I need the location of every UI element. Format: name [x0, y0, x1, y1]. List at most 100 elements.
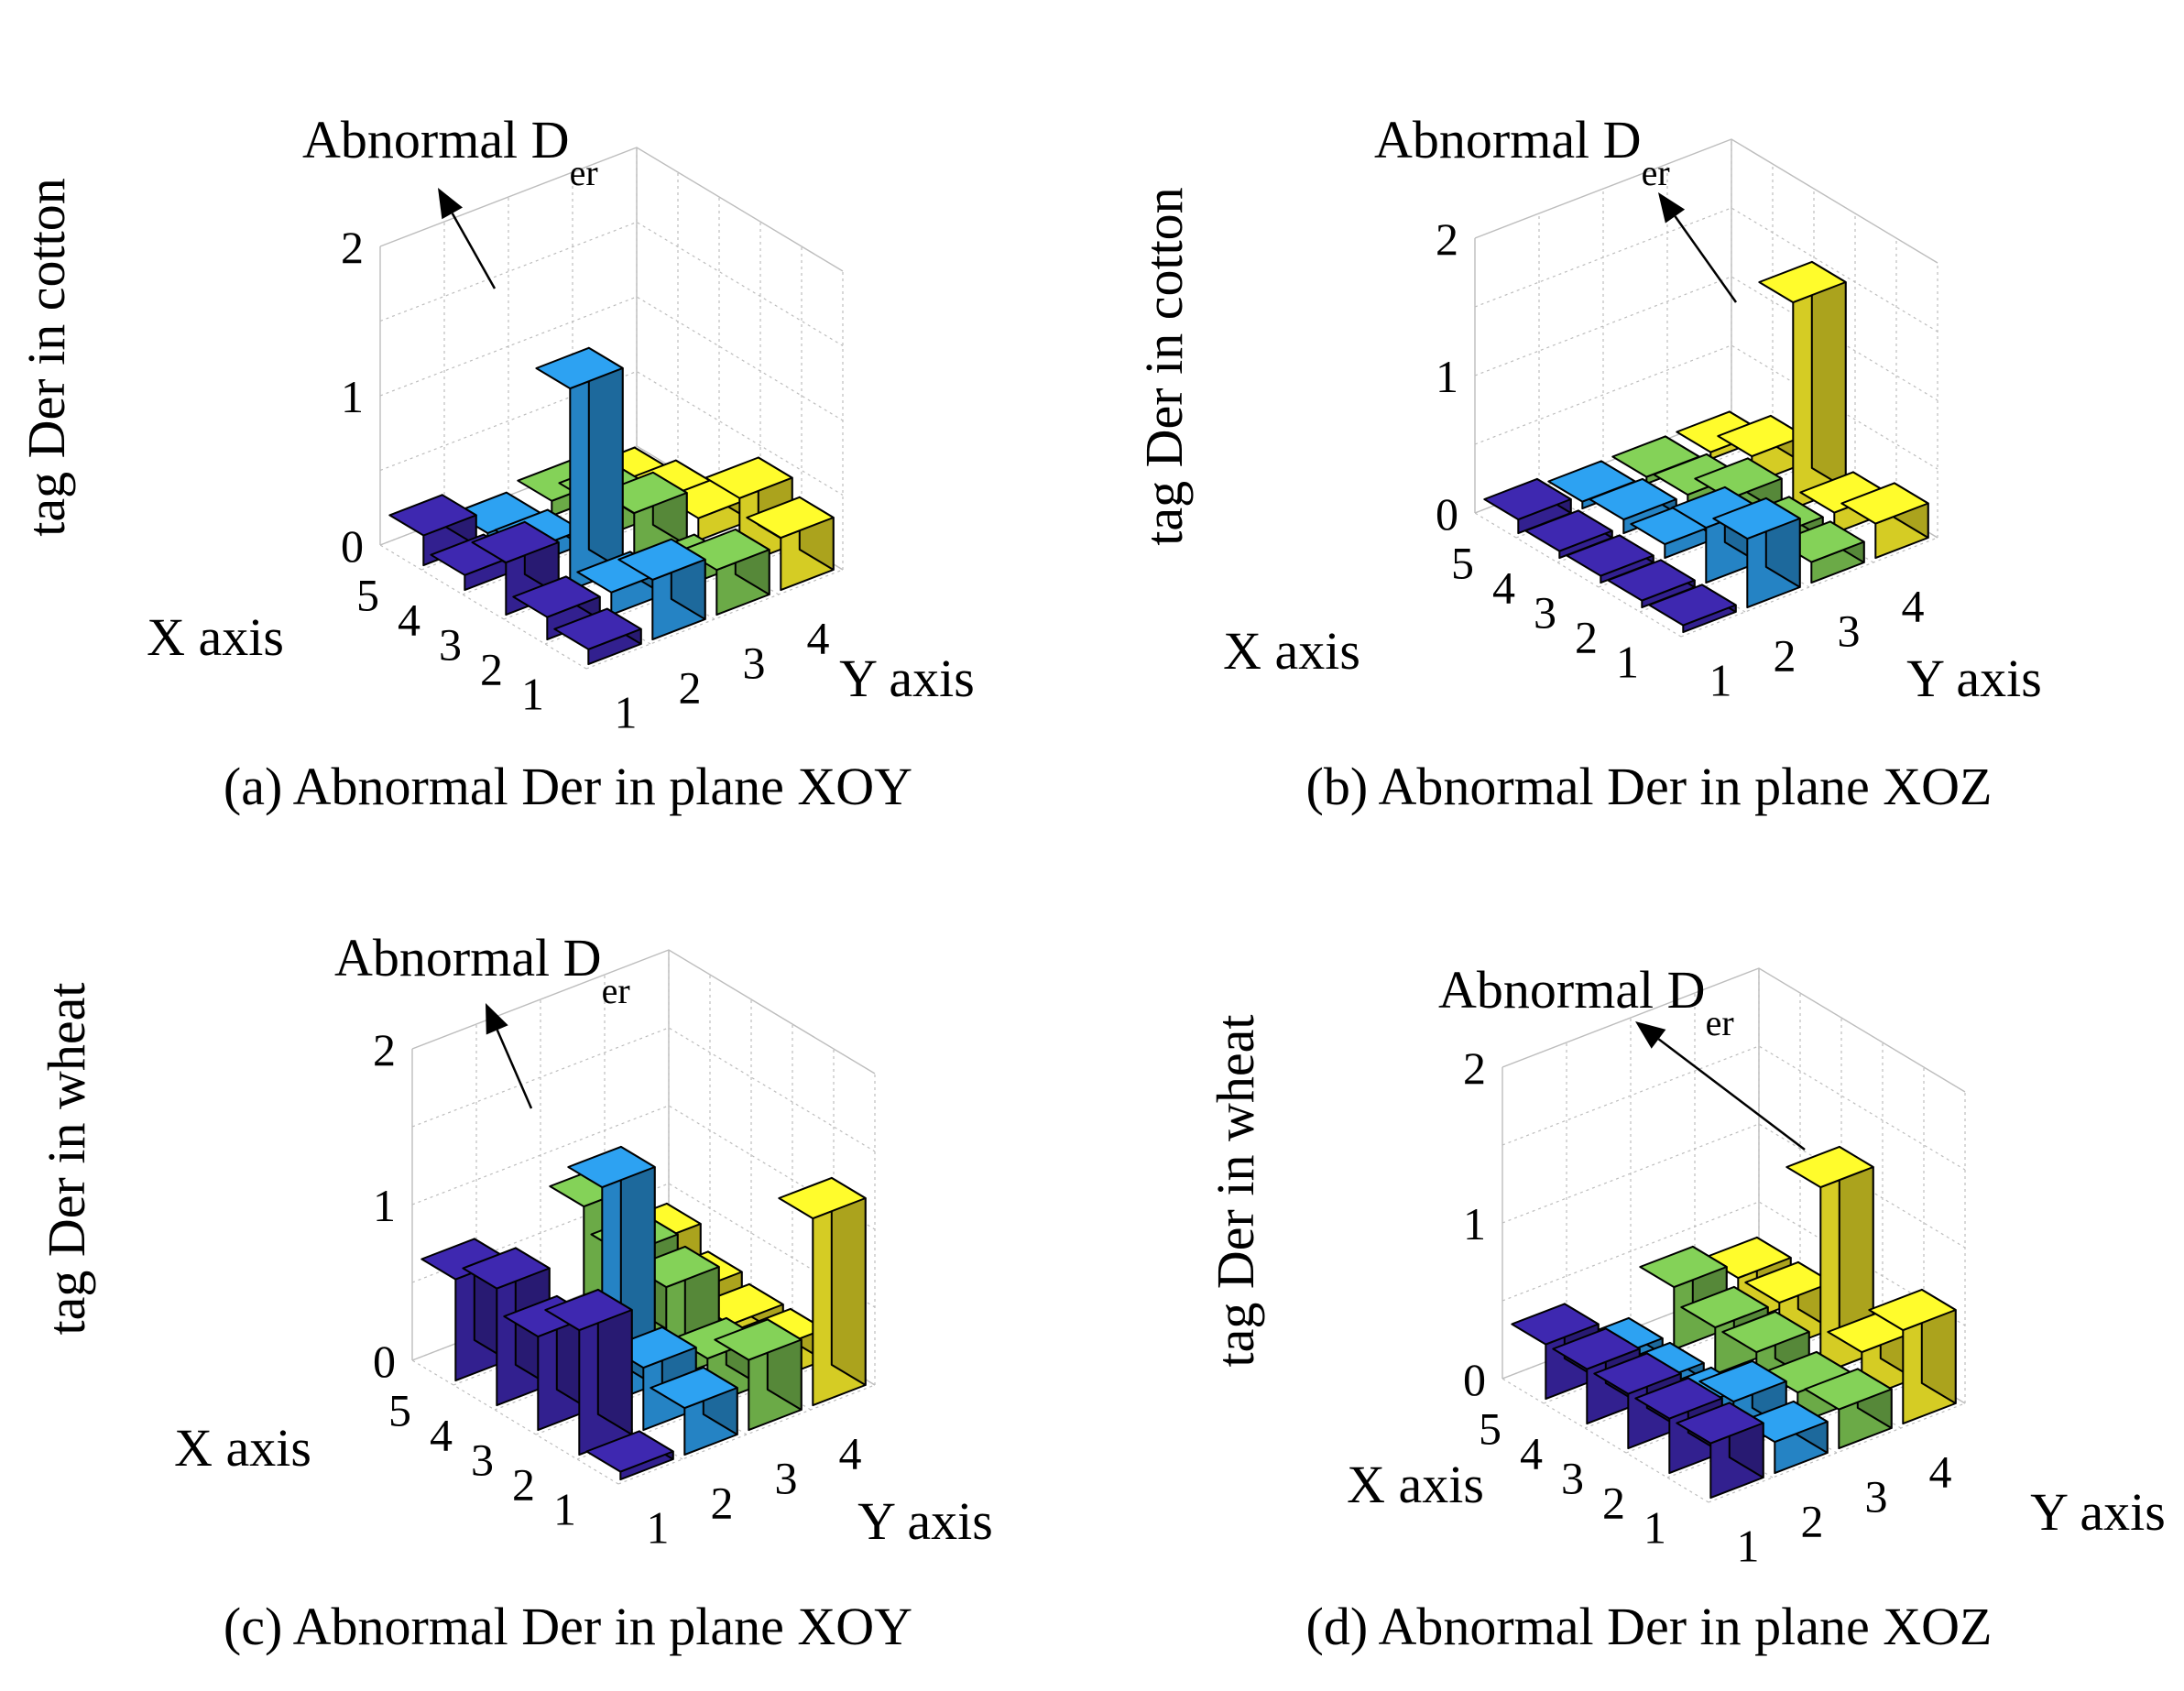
panel-d-bars: [1511, 1145, 1957, 1500]
y-axis-label: Y axis: [857, 1491, 993, 1551]
annotation-text: Abnormal D: [1438, 960, 1706, 1020]
panel-b-caption: (b) Abnormal Der in plane XOZ: [1306, 757, 1993, 816]
y-tick-label: 4: [807, 613, 830, 664]
bar-face: [714, 1318, 803, 1361]
grid-line: [379, 296, 844, 421]
bar-face: [1698, 1359, 1787, 1403]
bar-x1-y1: [585, 1430, 674, 1481]
z-tick-label: 1: [1436, 351, 1458, 402]
z-axis-label: tag Der in cotton: [16, 178, 76, 536]
annotation-label: Abnormal Der: [1374, 110, 1670, 193]
y-tick-label: 3: [1865, 1471, 1888, 1522]
bar-face: [1593, 1352, 1682, 1395]
y-tick-label: 1: [1737, 1521, 1760, 1572]
grid-line: [1474, 276, 1938, 401]
bar-face: [1712, 496, 1801, 540]
grid-line: [1474, 138, 1938, 264]
grid-line: [1474, 344, 1938, 470]
annotation-arrow-head: [1658, 192, 1686, 224]
grid-line: [379, 370, 844, 496]
bar-x2-y1: [1607, 559, 1696, 609]
grid-line: [1502, 1378, 1709, 1503]
x-tick-label: 2: [1575, 612, 1598, 663]
grid-line: [411, 1359, 619, 1485]
grid-line: [1502, 1201, 1966, 1326]
bar-face: [512, 575, 601, 618]
x-tick-label: 2: [512, 1459, 535, 1511]
bar-face: [567, 1145, 656, 1189]
bar-x1-y2: [1712, 496, 1801, 609]
y-tick-label: 1: [615, 687, 638, 738]
grid-line: [1502, 967, 1966, 1093]
grid-line: [1474, 207, 1938, 333]
panel-b-bars: [1483, 260, 1929, 634]
bar-face: [553, 607, 642, 650]
bar-x1-y4: [746, 496, 835, 592]
bar-x1-y1: [1648, 584, 1737, 634]
bar-face: [585, 1430, 674, 1473]
bar-x3-y4: [1758, 260, 1847, 510]
bar-face: [1785, 1145, 1874, 1189]
annotation-arrow-head: [1635, 1021, 1666, 1049]
bar-face: [1552, 1327, 1641, 1370]
bar-face: [1721, 1310, 1810, 1354]
x-axis-label: X axis: [174, 1418, 311, 1478]
z-axis-label: tag Der in wheat: [1206, 1015, 1265, 1368]
bar-x1-y1: [553, 607, 642, 666]
y-tick-label: 4: [1902, 581, 1925, 632]
bar-face: [1744, 1260, 1833, 1304]
bar-face: [388, 494, 477, 537]
bar-face: [535, 346, 624, 390]
bar-x5-y1: [1483, 477, 1572, 535]
bar-face: [1758, 260, 1847, 304]
grid-line: [411, 1105, 876, 1230]
bar-x1-y2: [650, 1366, 738, 1456]
annotation-arrow-line: [451, 213, 497, 289]
annotation-arrow-head: [486, 1003, 508, 1035]
bar-face: [1648, 584, 1737, 627]
y-tick-label: 2: [1801, 1496, 1824, 1547]
bar-face: [1868, 1288, 1957, 1332]
z-tick-label: 1: [373, 1180, 396, 1231]
bar-face: [1483, 477, 1572, 521]
x-tick-label: 1: [521, 669, 544, 720]
bar-face: [1607, 559, 1696, 602]
x-axis-label: X axis: [1347, 1455, 1484, 1514]
bar-face: [1634, 1377, 1723, 1420]
z-tick-label: 1: [341, 371, 364, 422]
bar-x3-y2: [535, 346, 624, 592]
x-axis-label: X axis: [1223, 621, 1360, 681]
y-tick-label: 1: [647, 1502, 670, 1554]
x-tick-label: 5: [388, 1385, 411, 1436]
grid-line: [1708, 1402, 1966, 1503]
grid-line: [379, 544, 587, 670]
annotation-arrow-line: [1657, 1038, 1806, 1151]
grid-line: [585, 569, 844, 670]
grid-line: [1502, 1123, 1966, 1249]
x-tick-label: 2: [480, 644, 503, 695]
x-tick-label: 1: [553, 1484, 576, 1535]
bar-face: [462, 1247, 551, 1290]
bar-face: [778, 1176, 867, 1220]
panel-c-caption: (c) Abnormal Der in plane XOY: [224, 1597, 912, 1656]
x-tick-label: 2: [1602, 1478, 1625, 1529]
grid-line: [379, 147, 844, 272]
y-axis-label: Y axis: [2030, 1482, 2166, 1542]
bar-face: [650, 1366, 738, 1410]
bar-face: [1680, 1285, 1769, 1329]
x-tick-label: 1: [1643, 1502, 1666, 1554]
panel-a-bars: [388, 346, 835, 666]
panel-c-bars: [420, 1145, 867, 1481]
z-tick-label: 0: [341, 520, 364, 572]
annotation-subscript: er: [1642, 152, 1670, 193]
bar-face: [1639, 1245, 1728, 1289]
bar-x1-y2: [617, 538, 706, 641]
z-tick-label: 2: [341, 222, 364, 273]
bar-face: [587, 346, 624, 571]
x-tick-label: 4: [1492, 562, 1515, 614]
bar-x3-y1: [1566, 534, 1654, 584]
bar-face: [746, 496, 835, 540]
y-tick-label: 2: [679, 662, 702, 714]
